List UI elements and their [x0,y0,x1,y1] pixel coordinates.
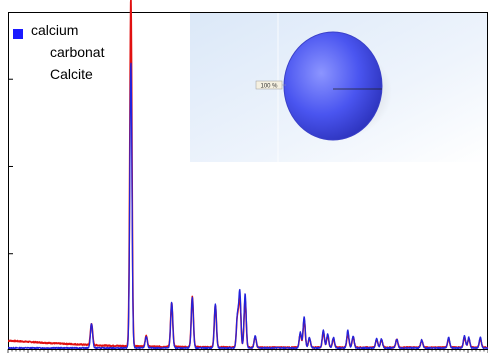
legend: calcium carbonat Calcite [13,22,105,82]
legend-line-1: calcium [31,22,78,38]
y-ticks [8,78,13,255]
legend-line-2: carbonat [50,44,105,60]
pie-slice-label: 100 % [260,83,278,89]
series-line-blue [8,62,488,349]
legend-swatch [13,29,23,39]
x-ticks [7,349,488,353]
legend-line-3: Calcite [50,66,93,82]
pie-slice [283,31,383,141]
inset-pie: 100 % [255,31,392,141]
